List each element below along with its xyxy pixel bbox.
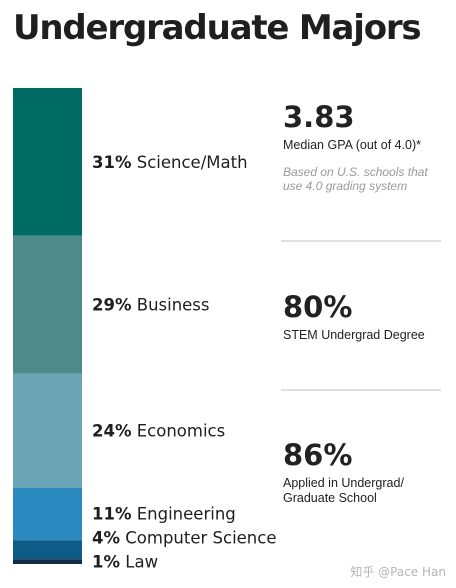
stat-description: STEM Undergrad Degree: [283, 328, 425, 342]
divider: [281, 240, 441, 242]
stat-applied-in-school: 86% Applied in Undergrad/ Graduate Schoo…: [283, 438, 448, 506]
stat-footnote: Based on U.S. schools that use 4.0 gradi…: [283, 165, 428, 193]
segment-label: 31% Science/Math: [92, 153, 248, 172]
bar-segment-law: [13, 559, 82, 564]
segment-label: 1% Law: [92, 553, 158, 572]
bar-segment-science-math: [13, 88, 82, 236]
stat-value: 80%: [283, 290, 353, 324]
divider: [281, 389, 441, 391]
watermark: 知乎 @Pace Han: [350, 565, 446, 579]
bar-segment-economics: [13, 373, 82, 488]
segment-label: 29% Business: [92, 296, 210, 315]
stat-median-gpa: 3.83 Median GPA (out of 4.0)* Based on U…: [283, 100, 448, 193]
bar-segment-engineering: [13, 487, 82, 541]
stat-description: Applied in Undergrad/ Graduate School: [283, 476, 404, 505]
segment-label: 4% Computer Science: [92, 529, 277, 548]
segment-label: 11% Engineering: [92, 505, 236, 524]
stat-stem-degree: 80% STEM Undergrad Degree: [283, 290, 448, 343]
segment-label: 24% Economics: [92, 422, 225, 441]
stat-value: 86%: [283, 438, 353, 472]
bar-segment-business: [13, 235, 82, 374]
bar-segment-computer-science: [13, 540, 82, 560]
stat-description: Median GPA (out of 4.0)*: [283, 138, 422, 152]
chart-title: Undergraduate Majors: [13, 8, 422, 48]
stat-value: 3.83: [283, 100, 355, 134]
